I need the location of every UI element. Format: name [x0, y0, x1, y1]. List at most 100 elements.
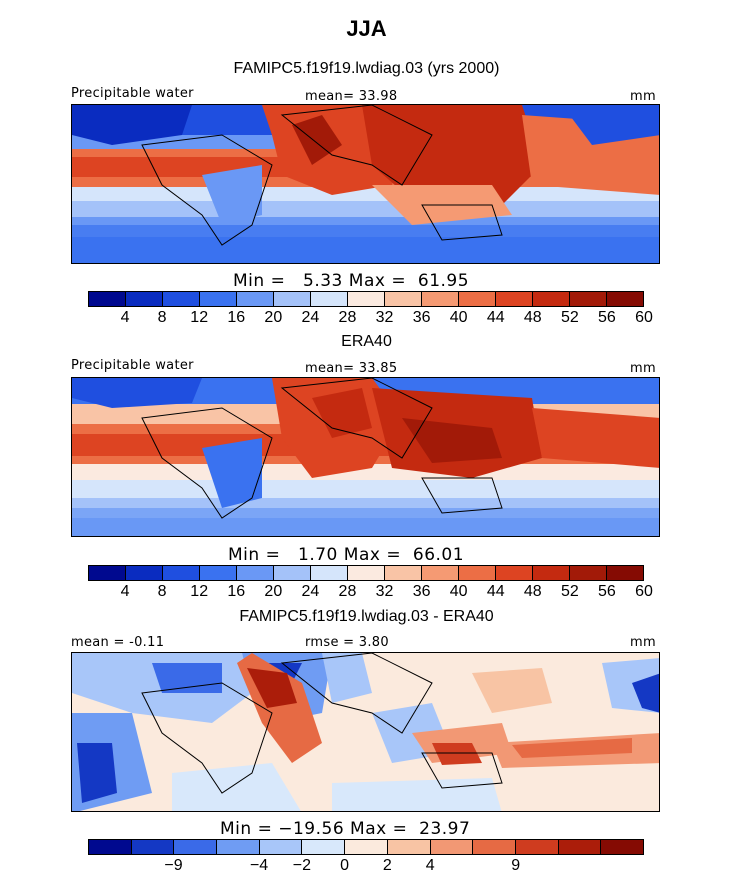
colorbar-tick-label: −9	[164, 857, 183, 874]
colorbar-swatch	[496, 292, 533, 306]
panel-1-units-label: mm	[630, 89, 656, 104]
colorbar-swatch	[387, 840, 431, 854]
colorbar-swatch	[89, 840, 132, 854]
colorbar-swatch	[570, 566, 607, 580]
panel-2-variable-label: Precipitable water	[71, 358, 194, 373]
colorbar-tick-label: 24	[301, 583, 320, 600]
panel-3-mean-label: mean = -0.11	[71, 635, 165, 650]
colorbar-swatch	[131, 840, 175, 854]
colorbar-tick-label: 56	[598, 309, 616, 326]
colorbar-swatch	[607, 566, 643, 580]
colorbar-swatch	[259, 840, 303, 854]
colorbar-swatch	[558, 840, 602, 854]
colorbar-tick-label: 24	[301, 309, 320, 326]
colorbar-swatch	[422, 566, 459, 580]
colorbar-swatch	[217, 840, 260, 854]
panel-3-colorbar	[88, 839, 644, 855]
colorbar-swatch	[459, 566, 496, 580]
colorbar-swatch	[274, 292, 311, 306]
colorbar-tick-label: 52	[560, 583, 579, 600]
colorbar-swatch	[200, 292, 237, 306]
panel-3-title: FAMIPC5.f19f19.lwdiag.03 - ERA40	[239, 608, 494, 625]
colorbar-swatch	[174, 840, 218, 854]
panel-2-map	[71, 377, 660, 537]
figure-title: JJA	[346, 16, 387, 41]
panel-1-colorbar-ticks: 4 8 12 16 20 24 28 32 36 40 44 48 52 56 60	[88, 309, 653, 329]
colorbar-swatch	[163, 566, 200, 580]
colorbar-swatch	[496, 566, 533, 580]
colorbar-tick-label: 4	[120, 309, 130, 326]
colorbar-tick-label: 0	[340, 857, 350, 874]
panel-1-minmax: Min = 5.33 Max = 61.95	[233, 271, 470, 291]
colorbar-swatch	[200, 566, 237, 580]
colorbar-swatch	[348, 292, 385, 306]
colorbar-swatch	[126, 292, 163, 306]
colorbar-tick-label: 20	[264, 583, 283, 600]
colorbar-swatch	[237, 566, 274, 580]
colorbar-tick-label: 2	[382, 857, 392, 874]
colorbar-tick-label: 16	[227, 309, 246, 326]
colorbar-swatch	[533, 566, 570, 580]
colorbar-tick-label: 60	[635, 309, 653, 326]
colorbar-tick-label: 16	[227, 583, 246, 600]
colorbar-tick-label: −4	[249, 857, 269, 874]
colorbar-swatch	[311, 292, 348, 306]
colorbar-tick-label: 9	[511, 857, 521, 874]
panel-2-minmax: Min = 1.70 Max = 66.01	[228, 545, 465, 565]
colorbar-tick-label: 40	[449, 309, 468, 326]
colorbar-tick-label: 28	[338, 583, 357, 600]
colorbar-tick-label: 12	[190, 309, 209, 326]
colorbar-swatch	[311, 566, 348, 580]
panel-3-map	[71, 652, 660, 812]
colorbar-tick-label: 20	[264, 309, 283, 326]
colorbar-swatch	[601, 840, 643, 854]
colorbar-tick-label: 8	[157, 309, 167, 326]
panel-2-mean-label: mean= 33.85	[305, 361, 398, 376]
colorbar-tick-label: 48	[523, 583, 542, 600]
panel-1-map	[71, 104, 660, 264]
colorbar-swatch	[345, 840, 388, 854]
panel-2-title: ERA40	[341, 333, 392, 350]
colorbar-tick-label: 28	[338, 309, 357, 326]
colorbar-tick-label: 44	[486, 309, 505, 326]
colorbar-swatch	[126, 566, 163, 580]
colorbar-swatch	[515, 840, 559, 854]
colorbar-tick-label: 12	[190, 583, 209, 600]
colorbar-tick-label: 40	[449, 583, 468, 600]
panel-1-colorbar	[88, 291, 644, 307]
colorbar-tick-label: 52	[560, 309, 579, 326]
colorbar-swatch	[89, 566, 126, 580]
colorbar-swatch	[607, 292, 643, 306]
colorbar-swatch	[302, 840, 346, 854]
colorbar-tick-label: 32	[375, 309, 394, 326]
colorbar-swatch	[385, 566, 422, 580]
panel-3-colorbar-ticks: −9 −4 −2 0 2 4 9	[88, 857, 644, 877]
colorbar-tick-label: 4	[120, 583, 130, 600]
colorbar-swatch	[89, 292, 126, 306]
panel-2-map-field	[72, 378, 659, 536]
panel-1-mean-label: mean= 33.98	[305, 89, 398, 104]
colorbar-tick-label: 36	[412, 583, 431, 600]
colorbar-tick-label: 36	[412, 309, 431, 326]
colorbar-swatch	[385, 292, 422, 306]
panel-2-colorbar	[88, 565, 644, 581]
colorbar-swatch	[348, 566, 385, 580]
colorbar-swatch	[422, 292, 459, 306]
colorbar-swatch	[570, 292, 607, 306]
colorbar-tick-label: 56	[598, 583, 616, 600]
colorbar-tick-label: −2	[292, 857, 311, 874]
colorbar-tick-label: 32	[375, 583, 394, 600]
colorbar-swatch	[473, 840, 516, 854]
colorbar-tick-label: 44	[486, 583, 505, 600]
panel-3-rmse-label: rmse = 3.80	[305, 635, 389, 650]
panel-1-variable-label: Precipitable water	[71, 86, 194, 101]
colorbar-tick-label: 60	[635, 583, 653, 600]
colorbar-swatch	[237, 292, 274, 306]
colorbar-tick-label: 8	[157, 583, 167, 600]
colorbar-swatch	[274, 566, 311, 580]
panel-3-minmax: Min = −19.56 Max = 23.97	[220, 819, 471, 839]
panel-3-units-label: mm	[630, 635, 656, 650]
panel-1-map-field	[72, 105, 659, 263]
colorbar-swatch	[459, 292, 496, 306]
colorbar-swatch	[533, 292, 570, 306]
